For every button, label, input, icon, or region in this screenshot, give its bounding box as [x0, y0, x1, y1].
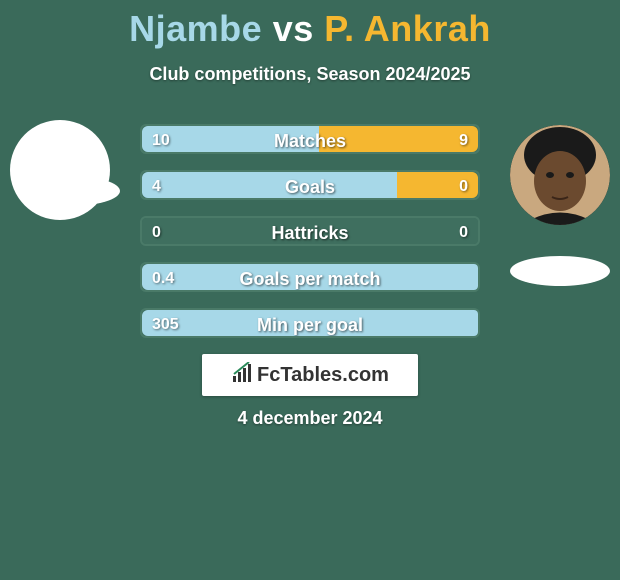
- vs-text: vs: [273, 8, 314, 49]
- chart-icon: [231, 362, 253, 389]
- player2-flag: [510, 256, 610, 286]
- bar-row: 0.4 Goals per match: [140, 262, 480, 292]
- date-text: 4 december 2024: [0, 408, 620, 429]
- player2-avatar: [510, 125, 610, 225]
- bar-value-right: 0: [459, 172, 468, 200]
- bar-row: 0 Hattricks 0: [140, 216, 480, 246]
- stats-bars: 10 Matches 9 4 Goals 0 0 Hattricks 0 0.4…: [140, 124, 480, 354]
- bar-value-right: 9: [459, 126, 468, 154]
- bar-label: Goals: [142, 172, 478, 200]
- bar-label: Goals per match: [142, 264, 478, 292]
- bar-label: Min per goal: [142, 310, 478, 338]
- avatar-face-icon: [510, 125, 610, 225]
- logo-box: FcTables.com: [202, 354, 418, 396]
- page-title: Njambe vs P. Ankrah: [0, 0, 620, 50]
- bar-label: Hattricks: [142, 218, 478, 246]
- player1-flag: [20, 176, 120, 206]
- bar-label: Matches: [142, 126, 478, 154]
- bar-row: 305 Min per goal: [140, 308, 480, 338]
- bar-value-right: 0: [459, 218, 468, 246]
- subtitle: Club competitions, Season 2024/2025: [0, 64, 620, 85]
- player1-name: Njambe: [129, 8, 262, 49]
- bar-row: 4 Goals 0: [140, 170, 480, 200]
- comparison-card: Njambe vs P. Ankrah Club competitions, S…: [0, 0, 620, 580]
- logo-text: FcTables.com: [257, 364, 389, 387]
- bar-row: 10 Matches 9: [140, 124, 480, 154]
- player2-name: P. Ankrah: [324, 8, 491, 49]
